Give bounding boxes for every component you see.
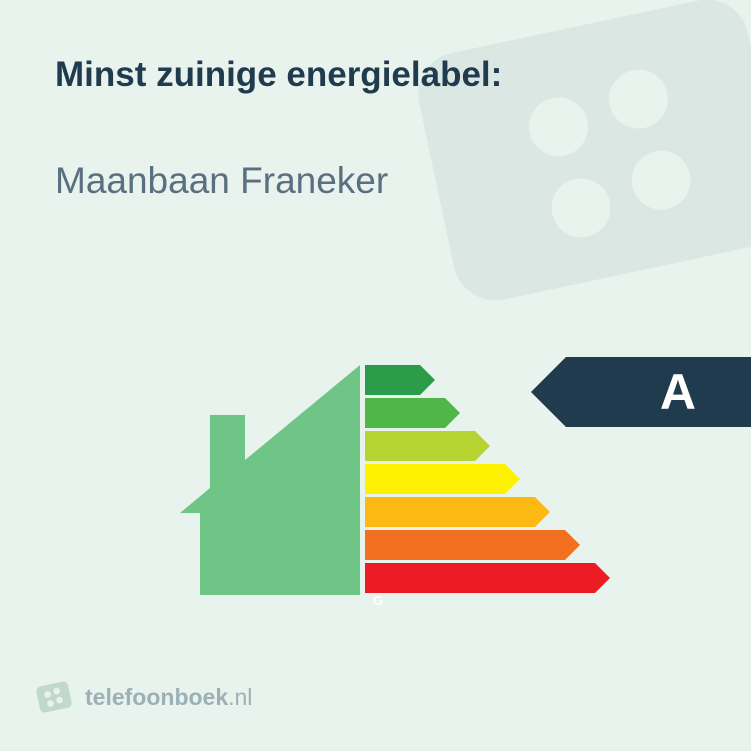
location-subtitle: Maanbaan Franeker xyxy=(55,160,388,202)
energy-bar-d: D xyxy=(365,464,610,494)
energy-label-diagram: ABCDEFG xyxy=(170,340,590,620)
footer-brand: telefoonboek.nl xyxy=(35,678,252,716)
brand-light: .nl xyxy=(228,684,252,710)
selected-label-badge: A xyxy=(531,357,751,427)
energy-bar-c: C xyxy=(365,431,610,461)
energy-bar-g: G xyxy=(365,563,610,593)
bar-label: G xyxy=(373,593,383,608)
energy-bar-e: E xyxy=(365,497,610,527)
energy-bar-f: F xyxy=(365,530,610,560)
page-title: Minst zuinige energielabel: xyxy=(55,55,502,95)
footer-text: telefoonboek.nl xyxy=(85,684,252,711)
selected-label-letter: A xyxy=(660,363,696,421)
watermark-icon xyxy=(391,0,751,360)
house-icon xyxy=(170,365,360,595)
phone-book-icon xyxy=(35,678,73,716)
brand-bold: telefoonboek xyxy=(85,684,228,710)
